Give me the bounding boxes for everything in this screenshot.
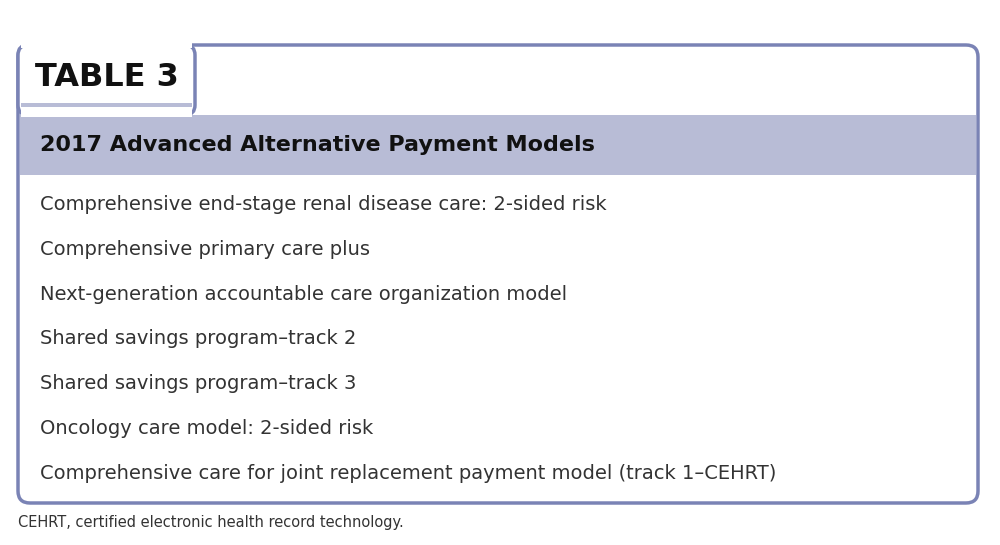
Bar	[21, 42, 192, 48]
Text: Next-generation accountable care organization model: Next-generation accountable care organiz…	[40, 284, 567, 304]
Text: TABLE 3: TABLE 3	[35, 62, 178, 93]
Text: Shared savings program–track 2: Shared savings program–track 2	[40, 330, 356, 348]
FancyBboxPatch shape	[18, 45, 978, 503]
Bar	[21, 107, 192, 117]
Text: 2017 Advanced Alternative Payment Models: 2017 Advanced Alternative Payment Models	[40, 135, 595, 155]
Text: Shared savings program–track 3: Shared savings program–track 3	[40, 374, 356, 393]
Text: CEHRT, certified electronic health record technology.: CEHRT, certified electronic health recor…	[18, 516, 404, 530]
FancyBboxPatch shape	[18, 45, 195, 115]
Bar	[20, 115, 976, 175]
Text: Comprehensive end-stage renal disease care: 2-sided risk: Comprehensive end-stage renal disease ca…	[40, 195, 607, 214]
Text: Oncology care model: 2-sided risk: Oncology care model: 2-sided risk	[40, 419, 373, 438]
Text: Comprehensive primary care plus: Comprehensive primary care plus	[40, 240, 370, 259]
Bar	[21, 103, 192, 117]
Text: Comprehensive care for joint replacement payment model (track 1–CEHRT): Comprehensive care for joint replacement…	[40, 464, 776, 483]
